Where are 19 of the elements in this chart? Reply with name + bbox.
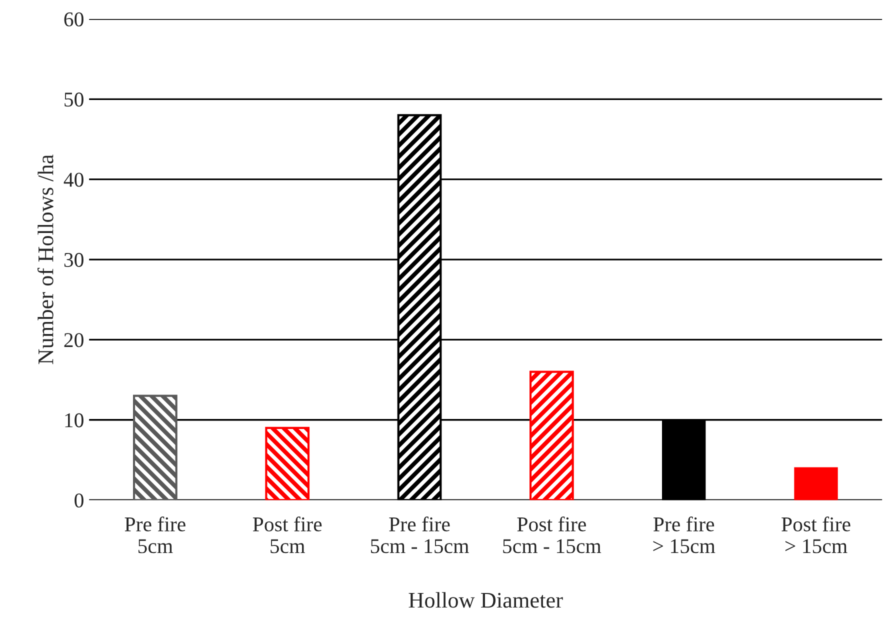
y-axis-title: Number of Hollows /ha [37, 154, 54, 364]
bar [529, 370, 574, 500]
bar [265, 426, 310, 500]
y-tick-label: 20 [64, 333, 84, 348]
x-tick-label: Post fire 5cm [252, 516, 322, 554]
x-axis-title: Hollow Diameter [408, 592, 563, 608]
y-tick-label: 40 [64, 172, 84, 187]
x-tick-label: Pre fire 5cm - 15cm [370, 516, 469, 554]
x-tick-label: Post fire > 15cm [782, 516, 850, 554]
x-tick-label: Pre fire 5cm [124, 516, 186, 554]
y-tick-label: 30 [64, 252, 84, 267]
bar [132, 394, 178, 500]
y-tick-label: 50 [64, 92, 84, 107]
x-tick-label: Pre fire > 15cm [653, 516, 716, 554]
y-tick-label: 10 [65, 413, 84, 428]
y-tick-label: 60 [64, 12, 84, 26]
x-tick-label: Post fire 5cm - 15cm [503, 516, 602, 554]
bar [794, 467, 838, 500]
y-tick-label: 0 [74, 493, 84, 508]
